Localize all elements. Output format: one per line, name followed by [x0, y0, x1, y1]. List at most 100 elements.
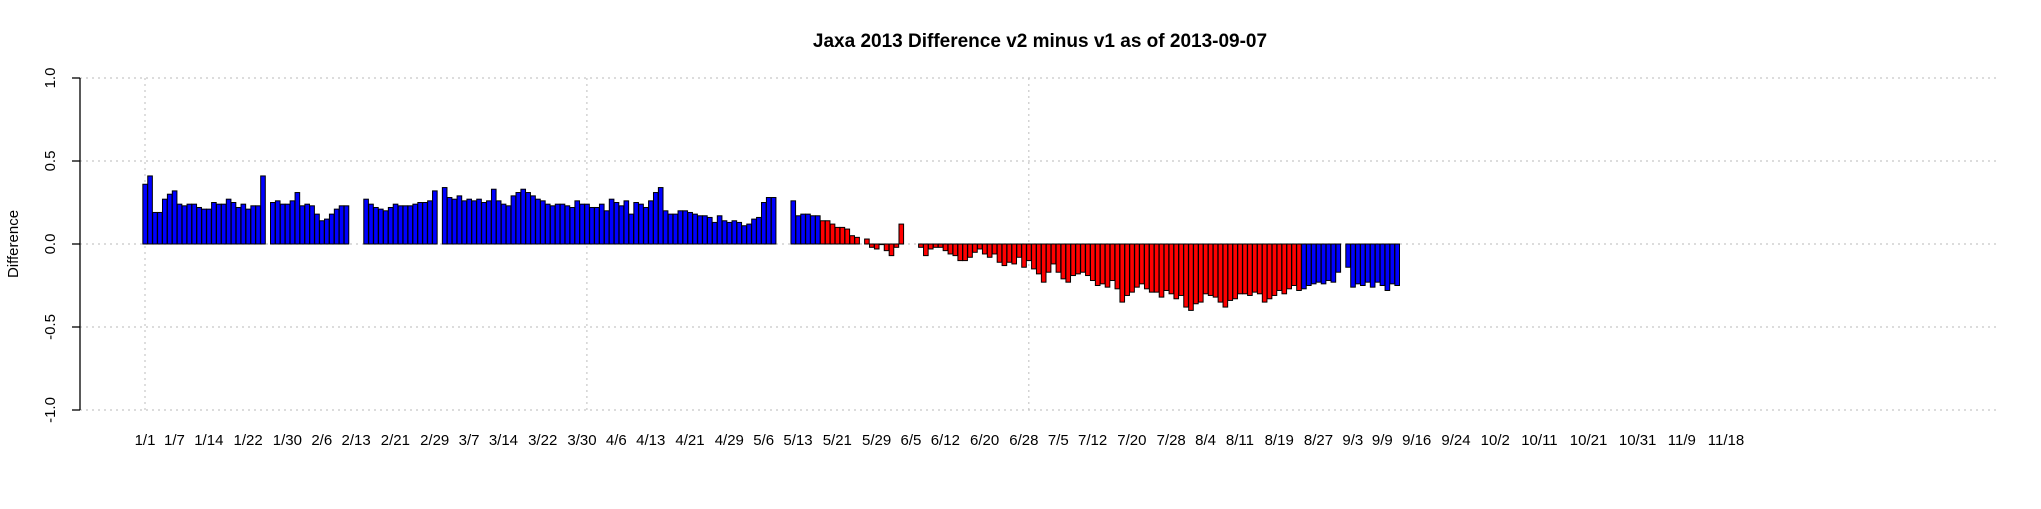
bar — [1394, 243, 1401, 286]
bar — [1183, 243, 1189, 308]
bar — [805, 213, 811, 245]
bar — [623, 200, 630, 245]
bar — [1256, 243, 1263, 295]
bar — [378, 208, 384, 245]
bar — [299, 205, 306, 245]
bar — [1355, 243, 1361, 285]
x-tick-label: 9/3 — [1342, 432, 1363, 449]
bar — [991, 243, 998, 255]
bar — [368, 203, 374, 245]
bar — [741, 225, 747, 245]
bar — [1242, 243, 1248, 295]
bar — [255, 205, 261, 245]
bar — [216, 203, 222, 245]
bar — [549, 205, 556, 245]
bar — [918, 243, 924, 248]
bar — [486, 200, 492, 245]
bar — [1330, 243, 1337, 283]
bar — [250, 205, 256, 245]
bar — [466, 198, 473, 245]
bar — [1384, 243, 1391, 291]
bar — [1315, 243, 1322, 283]
bar — [1173, 243, 1180, 300]
x-tick-label: 2/29 — [420, 432, 449, 449]
bar — [962, 243, 968, 262]
bar — [451, 198, 458, 245]
bar — [152, 211, 158, 245]
bar — [1016, 243, 1022, 258]
bar — [594, 206, 600, 245]
bar — [1060, 243, 1067, 280]
bar — [201, 208, 207, 245]
bar — [977, 243, 983, 250]
bar — [1188, 243, 1194, 311]
bar — [520, 188, 527, 245]
bar — [736, 221, 743, 245]
bar — [697, 215, 703, 245]
bar — [1252, 243, 1258, 293]
x-tick-label: 8/19 — [1265, 432, 1294, 449]
bar — [230, 202, 237, 245]
bar — [402, 205, 409, 245]
x-tick-label: 10/2 — [1481, 432, 1510, 449]
bar — [392, 203, 399, 245]
bar — [1212, 243, 1219, 298]
bar — [1232, 243, 1238, 300]
bar — [1143, 243, 1150, 290]
bar — [540, 200, 546, 245]
bar — [1222, 243, 1229, 308]
bar — [1089, 243, 1096, 282]
x-tick-label: 7/20 — [1117, 432, 1146, 449]
bar — [746, 223, 752, 245]
bar — [245, 208, 252, 245]
x-tick-label: 2/6 — [311, 432, 332, 449]
bar — [1350, 243, 1356, 288]
bar — [1237, 243, 1243, 295]
bar — [196, 206, 202, 245]
x-tick-label: 4/13 — [636, 432, 665, 449]
bar — [441, 187, 448, 245]
bar — [878, 243, 885, 246]
x-tick-label: 5/13 — [783, 432, 812, 449]
x-tick-label: 10/21 — [1570, 432, 1608, 449]
bar — [810, 215, 816, 245]
bar — [937, 243, 944, 248]
x-tick-label: 2/13 — [342, 432, 371, 449]
bar — [274, 200, 281, 245]
bar — [397, 205, 404, 245]
x-tick-label: 6/20 — [970, 432, 999, 449]
bar — [942, 243, 949, 252]
bar — [1045, 243, 1052, 273]
bar — [1389, 243, 1396, 285]
bar — [579, 203, 585, 245]
bar — [1075, 243, 1081, 275]
x-tick-label: 1/7 — [164, 432, 185, 449]
bar — [986, 243, 993, 258]
bar — [1148, 243, 1155, 293]
x-tick-label: 6/5 — [901, 432, 922, 449]
bar — [608, 198, 615, 245]
bar — [751, 218, 757, 245]
x-tick-label: 3/22 — [528, 432, 557, 449]
bar — [1369, 243, 1376, 288]
bar — [1325, 243, 1332, 282]
bar — [584, 203, 590, 245]
bar — [279, 203, 286, 245]
bar — [186, 203, 193, 245]
bar — [235, 206, 242, 245]
bar — [756, 216, 762, 245]
bar — [564, 205, 571, 245]
bar — [765, 197, 772, 245]
bar — [692, 213, 698, 245]
bar — [1031, 243, 1037, 270]
bar — [1114, 243, 1121, 290]
bar — [972, 243, 978, 253]
bar — [1011, 243, 1018, 265]
y-axis-label: Difference — [5, 210, 22, 278]
bar — [589, 206, 595, 245]
bar — [1065, 243, 1072, 283]
bar — [314, 213, 320, 245]
bar — [324, 218, 330, 245]
bar — [657, 187, 664, 245]
x-tick-label: 4/21 — [675, 432, 704, 449]
